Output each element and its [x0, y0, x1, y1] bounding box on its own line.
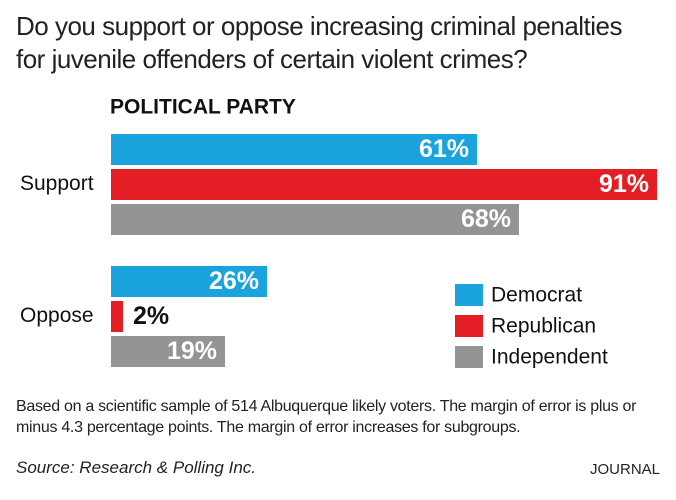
- value-label: 61%: [419, 135, 469, 163]
- legend-label: Republican: [491, 315, 596, 338]
- title-line: Do you support or oppose increasing crim…: [16, 11, 623, 41]
- legend-label: Independent: [491, 346, 608, 369]
- legend-swatch: [455, 284, 483, 306]
- bar: [111, 336, 225, 367]
- value-label: 26%: [209, 267, 259, 295]
- legend-swatch: [455, 315, 483, 337]
- category-label: Oppose: [20, 304, 94, 327]
- value-label: 2%: [133, 302, 169, 330]
- bar: [111, 134, 477, 165]
- value-label: 91%: [599, 170, 649, 198]
- legend-label: Democrat: [491, 284, 582, 307]
- note: Based on a scientific sample of 514 Albu…: [16, 398, 637, 436]
- value-label: 19%: [167, 337, 217, 365]
- chart-subtitle: POLITICAL PARTY: [110, 96, 296, 119]
- value-label: 68%: [461, 205, 511, 233]
- bar: [111, 266, 267, 297]
- source: Source: Research & Polling Inc.: [16, 458, 257, 477]
- bar: [111, 169, 657, 200]
- bar: [111, 301, 123, 332]
- legend-swatch: [455, 346, 483, 368]
- chart-title: Do you support or oppose increasing crim…: [16, 10, 623, 76]
- title-line: for juvenile offenders of certain violen…: [16, 44, 528, 74]
- bar: [111, 204, 519, 235]
- category-label: Support: [20, 172, 94, 195]
- publisher: JOURNAL: [589, 461, 660, 478]
